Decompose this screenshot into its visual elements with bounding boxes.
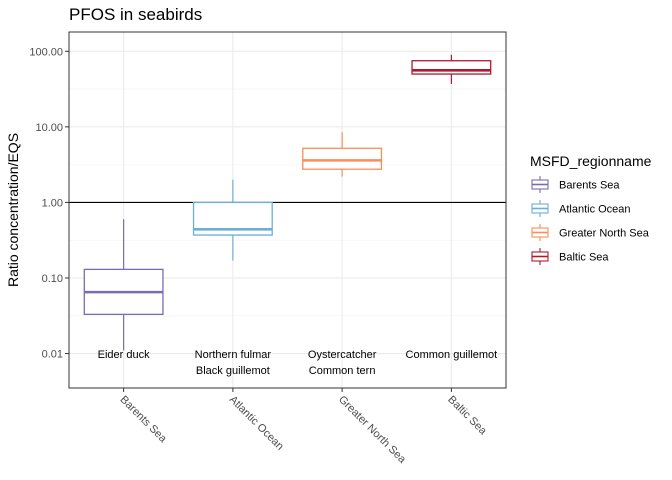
x-tick-label: Barents Sea bbox=[118, 394, 170, 446]
y-tick-label: 10.00 bbox=[35, 122, 63, 134]
box-iqr bbox=[302, 147, 383, 170]
legend-item: Greater North Sea bbox=[531, 224, 650, 241]
species-label: Black guillemot bbox=[196, 365, 270, 377]
plot-panel bbox=[69, 32, 506, 388]
box-baltic-sea bbox=[411, 54, 492, 84]
x-tick-label: Baltic Sea bbox=[445, 394, 489, 438]
x-tick-label: Greater North Sea bbox=[336, 394, 409, 467]
legend-label: Greater North Sea bbox=[559, 228, 650, 240]
legend-label: Barents Sea bbox=[559, 180, 620, 192]
x-tick-label: Atlantic Ocean bbox=[227, 394, 286, 453]
y-tick-label: 1.00 bbox=[42, 197, 63, 209]
box-atlantic-ocean bbox=[192, 179, 273, 261]
legend-item: Baltic Sea bbox=[531, 248, 609, 265]
y-axis-title: Ratio concentration/EQS bbox=[5, 133, 21, 287]
species-annotations: Eider duck Northern fulmar Black guillemot… bbox=[98, 349, 498, 377]
species-label: Eider duck bbox=[98, 349, 150, 361]
panel-border bbox=[68, 31, 507, 389]
legend-title: MSFD_regionname bbox=[530, 153, 652, 169]
box-barents-sea bbox=[83, 219, 164, 351]
legend-label: Atlantic Ocean bbox=[559, 204, 631, 216]
species-label: Oystercatcher bbox=[308, 349, 377, 361]
legend-label: Baltic Sea bbox=[559, 252, 609, 264]
legend-item: Barents Sea bbox=[531, 176, 620, 193]
boxes bbox=[83, 54, 492, 351]
species-label: Common tern bbox=[309, 365, 376, 377]
chart-title: PFOS in seabirds bbox=[69, 5, 202, 24]
box-greater-north-sea bbox=[302, 132, 383, 177]
minor-gridlines bbox=[69, 88, 506, 317]
species-label: Northern fulmar bbox=[195, 349, 272, 361]
y-tick-label: 100.00 bbox=[29, 46, 63, 58]
y-tick-label: 0.10 bbox=[42, 273, 63, 285]
y-tick-label: 0.01 bbox=[42, 349, 63, 361]
box-iqr bbox=[411, 60, 492, 75]
x-axis-ticks: Barents Sea Atlantic Ocean Greater North S… bbox=[118, 388, 489, 467]
legend: MSFD_regionname Barents Sea Atlantic Ocea… bbox=[530, 153, 652, 265]
legend-item: Atlantic Ocean bbox=[531, 200, 631, 217]
y-axis-ticks: 0.01 0.10 1.00 10.00 100.00 bbox=[29, 46, 69, 361]
species-label: Common guillemot bbox=[406, 349, 498, 361]
